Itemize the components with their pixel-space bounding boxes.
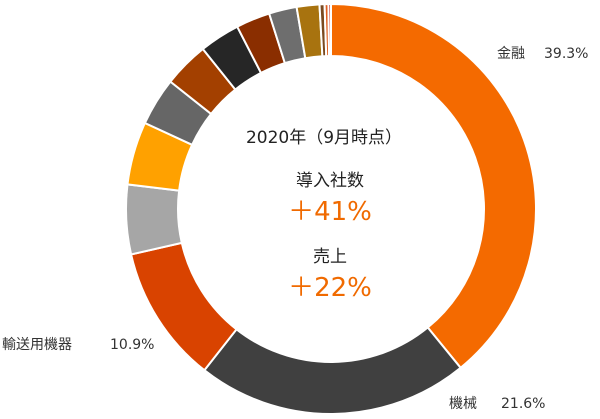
center-metric1-label: 導入社数 xyxy=(296,171,364,191)
slice-value-kinyu: 39.3% xyxy=(544,46,588,62)
slice-label-kikai: 機械 xyxy=(449,396,477,412)
donut-slice-0 xyxy=(330,2,537,370)
slice-value-kikai: 21.6% xyxy=(501,396,545,412)
center-year: 2020年（9月時点） xyxy=(246,128,402,148)
donut-slice-13 xyxy=(327,2,332,58)
center-metric1-value: ＋41% xyxy=(288,197,372,227)
slice-value-yusou: 10.9% xyxy=(110,337,154,353)
donut-slice-3 xyxy=(125,183,184,256)
slice-label-kinyu: 金融 xyxy=(497,46,525,62)
center-metric2-label: 売上 xyxy=(313,247,347,267)
slice-label-yusou: 輸送用機器 xyxy=(2,337,72,353)
donut-slice-1 xyxy=(202,326,463,415)
donut-slices xyxy=(125,2,537,415)
center-metric2-value: ＋22% xyxy=(288,273,372,303)
